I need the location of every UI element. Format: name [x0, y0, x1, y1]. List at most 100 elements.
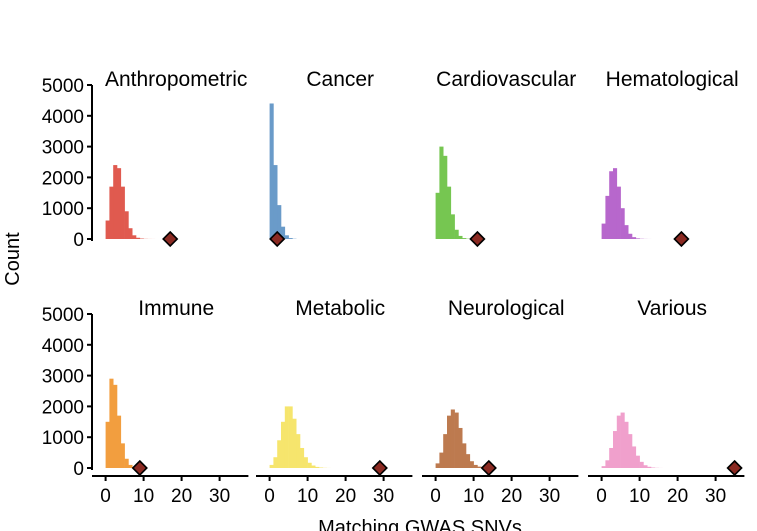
histogram-bar	[458, 427, 463, 468]
histogram-bar	[109, 378, 114, 468]
x-tick-label: 20	[667, 486, 688, 507]
y-tick-label: 2000	[42, 397, 84, 418]
x-tick-label: 0	[264, 486, 275, 507]
histogram-bar	[450, 409, 455, 468]
histogram-bar	[443, 155, 448, 239]
histogram-bar	[477, 466, 482, 468]
histogram-bar	[601, 223, 606, 239]
panel-anthropometric: Anthropometric	[105, 68, 247, 248]
panel-title: Cardiovascular	[436, 68, 576, 91]
x-tick-label: 20	[171, 486, 192, 507]
x-tick-label: 30	[539, 486, 560, 507]
histogram-bar	[613, 168, 618, 239]
x-tick-label: 0	[430, 486, 441, 507]
histogram-bar	[439, 146, 444, 239]
histogram-bar	[296, 434, 301, 468]
histogram-bar	[128, 228, 133, 239]
panel-hematological: Hematological	[601, 68, 739, 248]
histogram-bar	[620, 412, 625, 468]
panel-title: Metabolic	[295, 297, 385, 320]
histogram-bar	[117, 168, 122, 239]
histogram-bar	[109, 186, 114, 239]
histogram-bar	[292, 418, 297, 468]
histogram-bar	[439, 452, 444, 468]
histogram-bar	[632, 446, 637, 468]
histogram-bar	[601, 466, 606, 468]
histogram-bar	[288, 238, 293, 239]
histogram-bar	[128, 464, 133, 468]
histogram-bar	[273, 165, 278, 239]
histogram-bar	[635, 238, 640, 239]
x-tick-label: 10	[629, 486, 650, 507]
y-tick-label: 3000	[42, 138, 84, 159]
histogram-bar	[124, 458, 129, 468]
histogram-bar	[273, 457, 278, 468]
histogram-bar	[281, 421, 286, 468]
observed-value-marker	[480, 459, 497, 477]
histogram-bar	[616, 186, 621, 239]
histogram-bar	[469, 461, 474, 468]
histogram-bar	[462, 443, 467, 468]
x-tick-label: 10	[297, 486, 318, 507]
histogram-bar	[609, 447, 614, 468]
histogram-bar	[458, 235, 463, 239]
panel-title: Immune	[138, 297, 214, 320]
observed-value-marker	[162, 230, 179, 248]
y-tick-label: 1000	[42, 428, 84, 449]
y-tick-label: 4000	[42, 336, 84, 357]
histogram-bar	[609, 171, 614, 239]
panel-metabolic: Metabolic	[269, 297, 388, 477]
histogram-bar	[269, 103, 274, 239]
x-tick-label: 10	[463, 486, 484, 507]
histogram-bar	[628, 434, 633, 468]
histogram-bar	[624, 225, 629, 239]
histogram-bar	[288, 406, 293, 468]
panel-neurological: Neurological	[435, 297, 565, 477]
histogram-bar	[466, 454, 471, 468]
histogram-bar	[620, 208, 625, 239]
histogram-bar	[315, 466, 320, 468]
histogram-bar	[113, 165, 118, 239]
x-tick-label: 30	[705, 486, 726, 507]
x-tick-label: 0	[596, 486, 607, 507]
histogram-bar	[647, 466, 652, 468]
histogram-bar	[435, 463, 440, 468]
histogram-bar	[284, 235, 289, 239]
x-tick-label: 20	[335, 486, 356, 507]
x-tick-label: 20	[501, 486, 522, 507]
histogram-bar	[454, 412, 459, 468]
histogram-bar	[269, 464, 274, 468]
histogram-bar	[613, 431, 618, 468]
y-axis-title: Count	[2, 232, 24, 286]
observed-value-marker	[673, 230, 690, 248]
y-tick-label: 1000	[42, 199, 84, 220]
x-tick-label: 0	[100, 486, 111, 507]
histogram-bar	[447, 186, 452, 239]
y-tick-label: 5000	[42, 76, 84, 97]
histogram-bar	[105, 421, 110, 468]
y-tick-label: 0	[73, 459, 84, 480]
observed-value-marker	[269, 230, 286, 248]
histogram-bar	[113, 384, 118, 468]
histogram-bar	[632, 237, 637, 239]
histogram-bar	[124, 211, 129, 239]
panel-title: Anthropometric	[105, 68, 247, 91]
observed-value-marker	[371, 459, 388, 477]
histogram-bar	[435, 192, 440, 239]
histogram-bar	[300, 447, 305, 468]
panel-cardiovascular: Cardiovascular	[435, 68, 576, 248]
histogram-bar	[635, 455, 640, 468]
histogram-bar	[624, 421, 629, 468]
histogram-bar	[628, 233, 633, 239]
y-tick-label: 4000	[42, 107, 84, 128]
histogram-bar	[277, 440, 282, 468]
histogram-bar	[132, 235, 137, 239]
histogram-bar	[639, 461, 644, 468]
histogram-bar	[605, 460, 610, 468]
panel-title: Hematological	[606, 68, 739, 91]
x-axis-title: Matching GWAS SNVs	[318, 517, 522, 531]
histogram-bar	[105, 220, 110, 239]
histogram-bar	[120, 186, 125, 239]
panel-title: Various	[637, 297, 707, 320]
